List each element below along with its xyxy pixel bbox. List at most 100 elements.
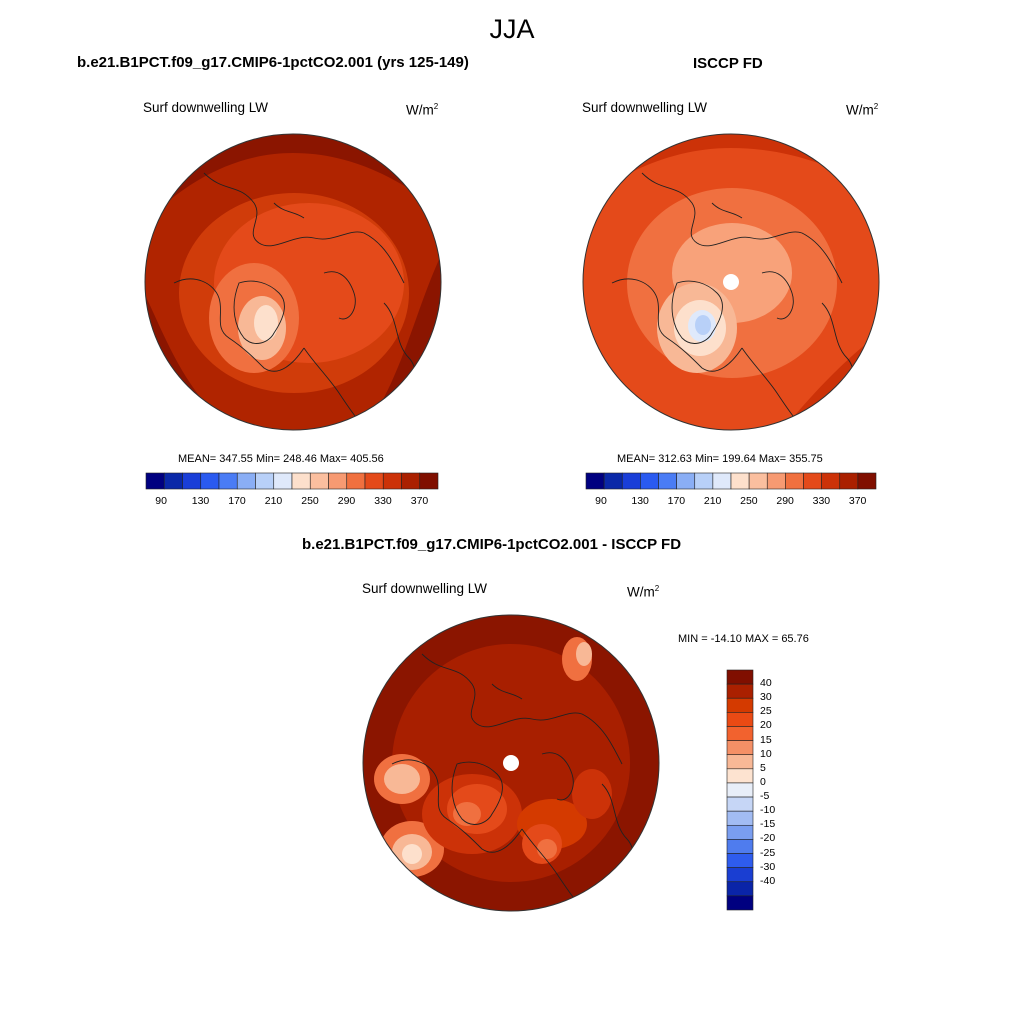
colorbar-obs-swatch — [694, 472, 714, 490]
map-model — [144, 133, 442, 431]
panel-model-units: W/m2 — [406, 102, 439, 118]
colorbar-model-swatch — [309, 472, 329, 490]
panel-diff-variable: Surf downwelling LW — [362, 581, 488, 596]
colorbar-diff-tick-label: -25 — [760, 846, 776, 859]
colorbar-model-swatch — [182, 472, 202, 490]
colorbar-diff-swatch — [726, 669, 754, 685]
colorbar-obs-swatch — [803, 472, 822, 490]
pole-hole — [723, 274, 739, 290]
colorbar-model-swatch — [163, 472, 183, 490]
colorbar-diff-swatch — [726, 824, 754, 840]
colorbar-model-swatch — [401, 472, 421, 490]
colorbar-obs-swatch — [730, 472, 750, 490]
panel-diff-title: b.e21.B1PCT.f09_g17.CMIP6-1pctCO2.001 - … — [302, 536, 682, 553]
colorbar-diff-tick-label: 10 — [760, 747, 772, 760]
colorbar-diff-tick-label: -15 — [760, 818, 776, 831]
panel-diff-stats: MIN = -14.10 MAX = 65.76 — [678, 633, 809, 645]
colorbar-model-swatch — [255, 472, 275, 490]
colorbar-diff-swatch — [726, 796, 754, 812]
colorbar-model-tick-label: 130 — [191, 495, 210, 507]
colorbar-model-tick-label: 370 — [410, 495, 429, 507]
colorbar-obs-tick-label: 170 — [667, 495, 686, 507]
colorbar-diff-swatch — [726, 726, 754, 741]
colorbar-obs-tick-label: 290 — [776, 495, 794, 507]
colorbar-obs — [585, 472, 877, 490]
colorbar-model-swatch — [218, 472, 238, 490]
colorbar-diff-tick-label: 20 — [760, 719, 772, 732]
colorbar-diff-swatch — [726, 895, 754, 911]
colorbar-obs-tick-label: 130 — [631, 495, 649, 507]
panel-obs-units: W/m2 — [846, 102, 879, 118]
colorbar-diff-tick-label: 30 — [760, 691, 772, 704]
panel-model-title: b.e21.B1PCT.f09_g17.CMIP6-1pctCO2.001 (y… — [77, 54, 469, 71]
colorbar-diff-swatch — [726, 810, 754, 826]
colorbar-model-swatch — [328, 472, 348, 490]
colorbar-obs-swatch — [785, 472, 804, 490]
colorbar-obs-tick-label: 250 — [740, 495, 758, 507]
colorbar-obs-swatch — [748, 472, 768, 490]
colorbar-obs-swatch — [821, 472, 841, 490]
colorbar-diff-tick-label: -30 — [760, 860, 776, 873]
colorbar-obs-tick-label: 210 — [703, 495, 722, 507]
panel-obs-variable: Surf downwelling LW — [582, 100, 708, 115]
map-obs — [582, 133, 880, 431]
colorbar-diff-tick-label: 0 — [760, 775, 766, 788]
colorbar-obs-labels: 90 130 170 210 250 290 330 370 — [586, 495, 876, 509]
panel-diff-units: W/m2 — [627, 584, 660, 600]
colorbar-obs-swatch — [658, 472, 677, 490]
colorbar-diff-swatch — [726, 754, 754, 770]
colorbar-diff-swatch — [726, 683, 754, 699]
colorbar-obs-swatch — [603, 472, 623, 490]
colorbar-diff-tick-label: -10 — [760, 804, 776, 817]
colorbar-obs-swatch — [676, 472, 696, 490]
colorbar-model-swatch — [382, 472, 402, 490]
colorbar-model-tick-label: 290 — [337, 495, 356, 507]
colorbar-obs-swatch — [766, 472, 786, 490]
colorbar-model-swatch — [145, 472, 165, 490]
colorbar-model-labels: 90 130 170 210 250 290 330 370 — [146, 495, 438, 509]
panel-obs-stats: MEAN= 312.63 Min= 199.64 Max= 355.75 — [617, 453, 823, 465]
colorbar-diff-tick-label: -20 — [760, 832, 776, 845]
colorbar-diff-swatch — [726, 768, 754, 784]
colorbar-model-tick-label: 90 — [155, 495, 167, 507]
colorbar-diff-tick-label: 5 — [760, 761, 766, 774]
panel-model-variable: Surf downwelling LW — [143, 100, 269, 115]
colorbar-obs-swatch — [857, 472, 877, 490]
colorbar-diff-tick-label: -40 — [760, 874, 776, 887]
colorbar-model-tick-label: 170 — [228, 495, 246, 507]
colorbar-diff-swatch — [726, 867, 754, 883]
colorbar-diff-tick-label: 25 — [760, 705, 772, 718]
colorbar-model-swatch — [200, 472, 220, 490]
colorbar-model-swatch — [291, 472, 311, 490]
colorbar-obs-swatch — [621, 472, 641, 490]
colorbar-obs-swatch — [712, 472, 732, 490]
colorbar-diff-swatch — [726, 839, 754, 854]
colorbar-diff-swatch — [726, 853, 754, 868]
colorbar-obs-tick-label: 330 — [812, 495, 831, 507]
colorbar-diff-swatch — [726, 697, 754, 713]
pole-hole — [503, 755, 519, 771]
colorbar-diff-swatch — [726, 782, 754, 798]
colorbar-diff — [726, 669, 754, 911]
colorbar-diff-tick-label: -5 — [760, 790, 770, 803]
colorbar-diff-tick-label: 15 — [760, 733, 772, 746]
colorbar-diff-tick-label: 40 — [760, 677, 772, 690]
colorbar-model-swatch — [364, 472, 384, 490]
colorbar-model — [145, 472, 439, 490]
colorbar-diff-swatch — [726, 712, 754, 727]
panel-obs-title: ISCCP FD — [693, 55, 763, 72]
colorbar-diff-swatch — [726, 881, 754, 897]
colorbar-model-swatch — [273, 472, 293, 490]
colorbar-obs-swatch — [640, 472, 659, 490]
colorbar-model-tick-label: 330 — [374, 495, 392, 507]
colorbar-model-swatch — [346, 472, 366, 490]
colorbar-model-tick-label: 250 — [301, 495, 319, 507]
colorbar-obs-tick-label: 90 — [595, 495, 607, 507]
colorbar-obs-swatch — [839, 472, 859, 490]
panel-model-stats: MEAN= 347.55 Min= 248.46 Max= 405.56 — [178, 453, 384, 465]
colorbar-obs-tick-label: 370 — [848, 495, 867, 507]
colorbar-diff-swatch — [726, 740, 754, 756]
figure-title: JJA — [489, 14, 535, 44]
colorbar-obs-swatch — [585, 472, 605, 490]
colorbar-diff-labels: 40 30 25 20 15 10 5 0 -5 -10 -15 -20 -25 -30 -40 — [760, 670, 800, 910]
